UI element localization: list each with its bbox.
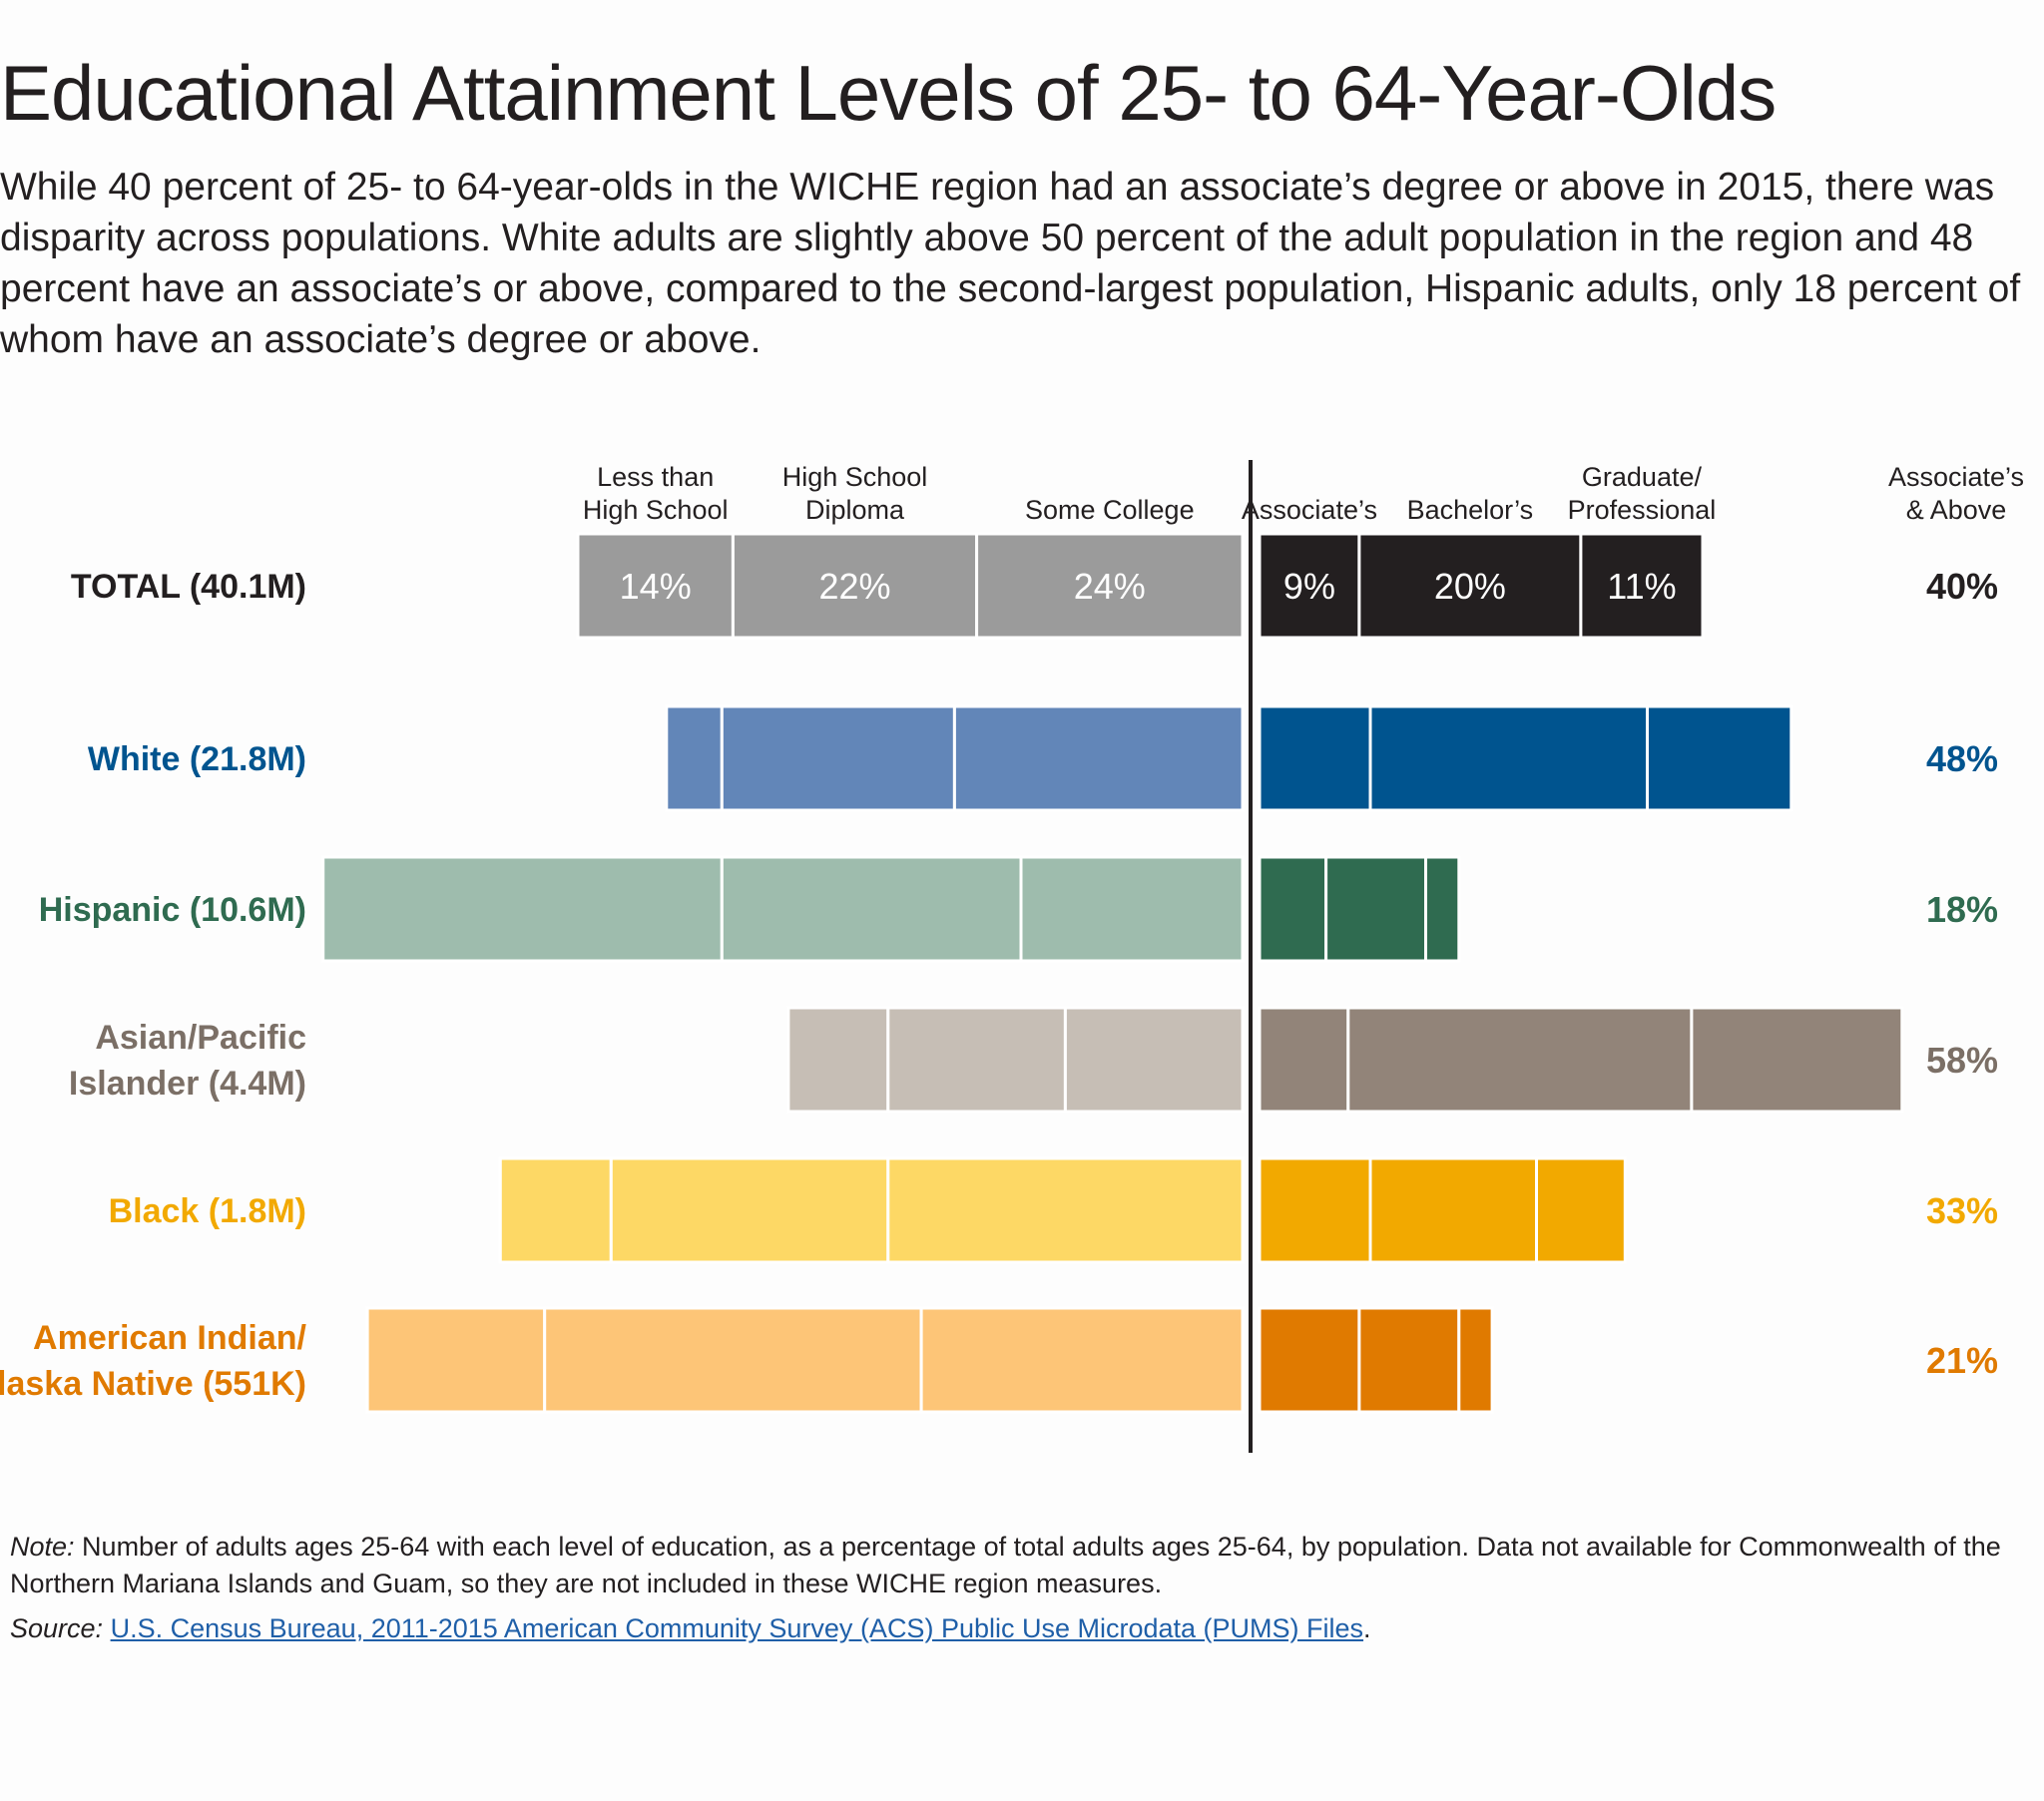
bar-segment <box>576 532 735 640</box>
bar-segment <box>1535 1156 1627 1264</box>
bar-segment <box>1424 855 1461 963</box>
bar-segment <box>886 1156 1245 1264</box>
summary-value: 33% <box>1926 1190 1998 1231</box>
population-label: White (21.8M) <box>88 740 306 778</box>
note-text: Number of adults ages 25-64 with each le… <box>10 1532 2001 1598</box>
summary-value: 48% <box>1926 738 1998 779</box>
chart-title: Educational Attainment Levels of 25- to … <box>0 49 1777 137</box>
bar-segment <box>498 1156 613 1264</box>
source: Source: U.S. Census Bureau, 2011-2015 Am… <box>10 1610 2044 1647</box>
bar-segment <box>786 1006 890 1114</box>
data-label: 22% <box>818 566 890 607</box>
bar-segment <box>720 704 956 812</box>
bar-segment <box>952 704 1245 812</box>
population-label: American Indian/Alaska Native (551K) <box>0 1319 307 1403</box>
source-end: . <box>1363 1613 1371 1643</box>
summary-value: 18% <box>1926 889 1998 930</box>
category-label: Associate’s <box>1242 495 1377 525</box>
diverging-bar-chart: Less than High School High School Diploma So… <box>0 460 2024 1453</box>
bar-segment <box>543 1306 923 1414</box>
data-label: 24% <box>1074 566 1146 607</box>
note-label: Note: <box>10 1532 75 1562</box>
footnotes: Note: Number of adults ages 25-64 with e… <box>10 1529 2044 1647</box>
bar-segment <box>1019 855 1245 963</box>
bar-segment <box>1646 704 1793 812</box>
source-link[interactable]: U.S. Census Bureau, 2011-2015 American C… <box>110 1613 1364 1643</box>
bar-segment <box>1324 855 1427 963</box>
bar-segment <box>1258 532 1361 640</box>
bar-segment <box>1457 1306 1494 1414</box>
bar-segment <box>1357 532 1583 640</box>
category-label: Bachelor’s <box>1407 495 1534 525</box>
bar-segment <box>1258 855 1328 963</box>
data-label: 9% <box>1283 566 1335 607</box>
population-label: Hispanic (10.6M) <box>39 891 306 929</box>
bar-segment <box>1346 1006 1694 1114</box>
chart-subtitle: While 40 percent of 25- to 64-year-olds … <box>0 166 2021 361</box>
summary-value: 21% <box>1926 1340 1998 1381</box>
note: Note: Number of adults ages 25-64 with e… <box>10 1529 2044 1602</box>
population-label: TOTAL (40.1M) <box>71 568 306 606</box>
data-label: 14% <box>620 566 692 607</box>
bar-segment <box>1258 1156 1372 1264</box>
bar-segment <box>1258 1306 1361 1414</box>
population-label: Asian/Pacific Islander (4.4M) <box>69 1019 306 1103</box>
bar-segment <box>886 1006 1067 1114</box>
summary-value: 40% <box>1926 566 1998 607</box>
population-label: Black (1.8M) <box>109 1192 306 1230</box>
bar-segment <box>1258 704 1372 812</box>
bar-segment <box>665 704 724 812</box>
bar-segment <box>1368 704 1649 812</box>
bar-segment <box>1258 1006 1350 1114</box>
category-label: Graduate/Professional <box>1568 462 1717 525</box>
category-label: High School Diploma <box>782 462 928 525</box>
summary-value: 58% <box>1926 1040 1998 1081</box>
bar-segment <box>1063 1006 1245 1114</box>
bar-segment <box>1368 1156 1538 1264</box>
source-label: Source: <box>10 1613 104 1643</box>
category-label: Less than High School <box>583 462 729 525</box>
bar-segment <box>1690 1006 1904 1114</box>
bar-segment <box>609 1156 890 1264</box>
data-label: 11% <box>1607 566 1676 607</box>
bar-segment <box>365 1306 547 1414</box>
bar-segment <box>919 1306 1245 1414</box>
bar-segment <box>1579 532 1705 640</box>
bar-segment <box>321 855 724 963</box>
summary-header: Associate’s & Above <box>1888 462 2024 525</box>
bar-segment <box>720 855 1023 963</box>
category-label: Some College <box>1025 495 1195 525</box>
bar-segment <box>975 532 1245 640</box>
bar-segment <box>1357 1306 1461 1414</box>
data-label: 20% <box>1434 566 1506 607</box>
